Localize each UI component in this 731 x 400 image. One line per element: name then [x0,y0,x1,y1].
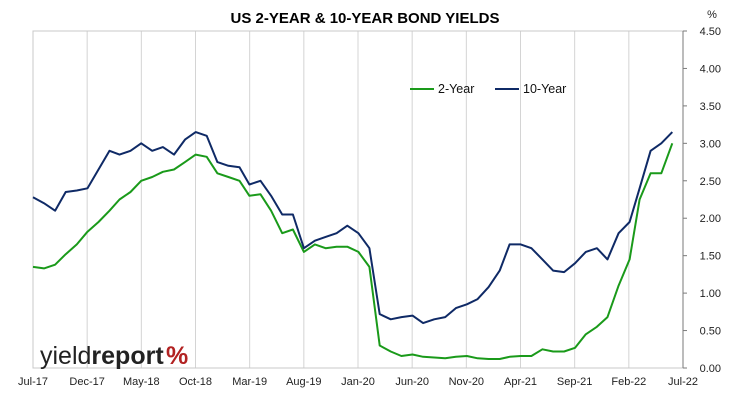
legend: 2-Year 10-Year [410,82,566,96]
yieldreport-logo: yieldreport % [40,342,188,370]
x-tick-label: Dec-17 [69,376,104,388]
x-tick-label: Jun-20 [395,376,429,388]
legend-label: 2-Year [438,82,474,96]
y-tick-label: 1.00 [700,288,721,300]
x-tick-label: Oct-18 [179,376,212,388]
y-tick-label: 2.50 [700,176,721,188]
logo-percent-symbol: % [166,342,188,370]
x-tick-label: Feb-22 [611,376,646,388]
x-tick-label: Sep-21 [557,376,592,388]
y-tick-label: 1.50 [700,251,721,263]
x-tick-label: Apr-21 [504,376,537,388]
logo-text-report: report [91,342,164,370]
svg-text:yieldreport: yieldreport [40,342,164,370]
series-line-2-year [32,142,674,360]
x-tick-label: Jul-17 [18,376,48,388]
x-tick-label: Mar-19 [232,376,267,388]
x-tick-label: Jan-20 [341,376,375,388]
x-tick-label: Jul-22 [668,376,698,388]
y-tick-label: 0.50 [700,326,721,338]
vertical-gridlines [86,31,630,368]
y-tick-label: 3.50 [700,101,721,113]
x-axis-ticks: Jul-17 Dec-17 May-18 Oct-18 Mar-19 Aug-19 Jan-… [18,376,698,388]
series-lines [32,131,674,360]
legend-label: 10-Year [523,82,566,96]
y-tick-label: 4.00 [700,63,721,75]
logo-text-yield: yield [40,342,91,370]
y-tick-label: 3.00 [700,138,721,150]
x-tick-label: May-18 [123,376,160,388]
series-line-10-year [32,131,674,325]
x-tick-label: Nov-20 [449,376,484,388]
x-tick-label: Aug-19 [286,376,321,388]
chart-title: US 2-YEAR & 10-YEAR BOND YIELDS [231,10,500,27]
y-tick-label: 4.50 [700,26,721,38]
y-axis-unit: % [707,9,717,21]
y-axis-ticks: 0.00 0.50 1.00 1.50 2.00 2.50 3.00 3.50 4.00 4.50 [683,26,721,375]
y-tick-label: 2.00 [700,213,721,225]
y-tick-label: 0.00 [700,363,721,375]
